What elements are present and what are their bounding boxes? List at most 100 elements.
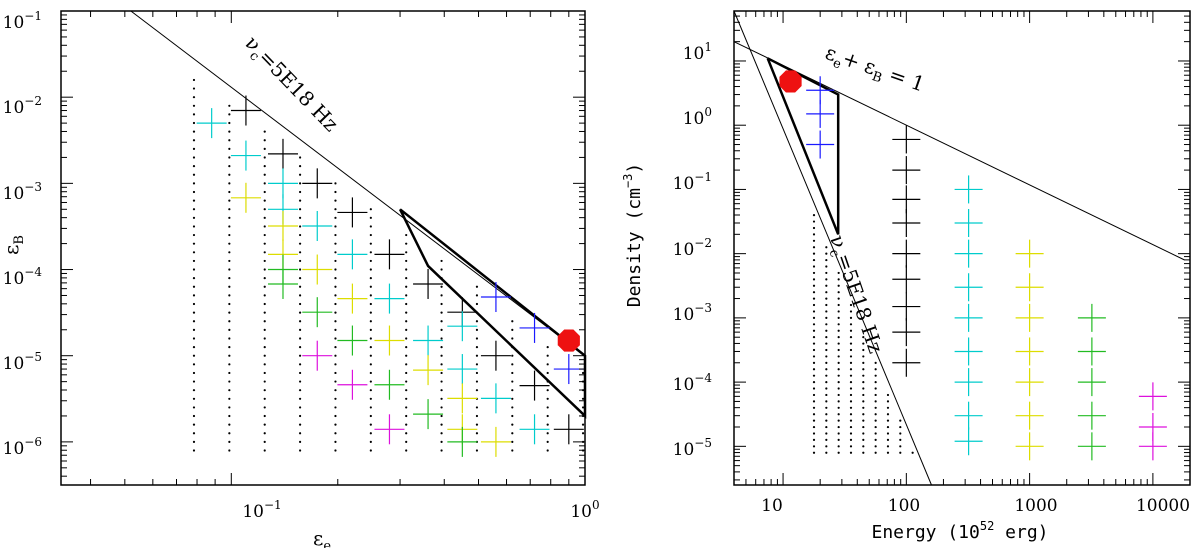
right-ytick-label: 101 [683, 40, 712, 64]
sample-dot [886, 438, 890, 442]
sample-dot [812, 323, 816, 326]
sample-dot [192, 320, 196, 323]
sample-dot [228, 440, 231, 443]
sample-dot [825, 368, 828, 371]
sample-dot [812, 316, 816, 319]
left-ytick-label: 10−6 [3, 435, 42, 459]
sample-dot [298, 380, 302, 383]
sample-dot [440, 363, 443, 366]
sample-dot [263, 320, 266, 323]
sample-dot [334, 294, 337, 297]
sample-dot [511, 363, 514, 366]
sample-dot [825, 265, 828, 268]
sample-dot [369, 440, 372, 443]
sample-dot [228, 113, 231, 116]
sample-dot [862, 393, 865, 397]
sample-dot [228, 414, 231, 418]
sample-dot [298, 371, 302, 375]
sample-dot [825, 393, 828, 397]
sample-dot [837, 297, 840, 300]
sample-dot [369, 397, 372, 400]
sample-dot [440, 345, 443, 349]
sample-dot [369, 311, 372, 314]
sample-dot [440, 285, 443, 288]
sample-dot [812, 432, 816, 435]
sample-dot [511, 337, 514, 340]
sample-dot [546, 345, 549, 349]
sample-dot [812, 310, 816, 313]
sample-dot [334, 225, 337, 228]
sample-dot [837, 278, 840, 281]
sample-dot [298, 216, 302, 219]
sample-dot [862, 361, 865, 364]
sample-dot [405, 380, 408, 383]
sample-dot [475, 371, 479, 375]
sample-dot [334, 397, 337, 400]
right-ytick-label: 10−5 [673, 436, 712, 460]
sample-dot [228, 294, 231, 297]
sample-dot [899, 425, 902, 429]
sample-dot [825, 400, 828, 403]
sample-dot [263, 233, 266, 237]
sample-dot [334, 311, 337, 314]
sample-dot [475, 380, 479, 383]
sample-dot [192, 285, 196, 288]
sample-dot [192, 208, 196, 211]
sample-dot [511, 380, 514, 383]
sample-dot [475, 354, 479, 357]
sample-dot [405, 345, 408, 349]
sample-dot [263, 199, 266, 202]
sample-dot [511, 406, 514, 409]
sample-dot [263, 173, 266, 176]
sample-dot [298, 285, 302, 288]
sample-dot [192, 371, 196, 375]
sample-dot [192, 397, 196, 400]
sample-dot [837, 284, 840, 287]
sample-dot [581, 371, 585, 375]
sample-dot [298, 337, 302, 340]
sample-dot [862, 368, 865, 371]
sample-dot [849, 406, 853, 409]
sample-dot [369, 354, 372, 357]
sample-dot [192, 414, 196, 418]
sample-dot [849, 400, 853, 403]
sample-dot [228, 277, 231, 280]
sample-dot [369, 363, 372, 366]
sample-dot [812, 438, 816, 442]
sample-dot [192, 78, 196, 82]
sample-dot [334, 302, 337, 306]
sample-dot [812, 233, 816, 236]
sample-dot [440, 328, 443, 331]
sample-dot [192, 328, 196, 331]
sample-dot [334, 389, 337, 392]
sample-dot [825, 258, 828, 262]
sample-dot [812, 297, 816, 300]
sample-dot [825, 297, 828, 300]
sample-dot [812, 387, 816, 390]
sample-dot [334, 208, 337, 211]
sample-dot [849, 303, 853, 307]
sample-dot [405, 414, 408, 418]
sample-dot [812, 419, 816, 422]
sample-dot [369, 268, 372, 271]
sample-dot [825, 284, 828, 287]
sample-dot [192, 165, 196, 168]
sample-dot [837, 374, 840, 377]
sample-dot [192, 233, 196, 237]
sample-dot [812, 425, 816, 429]
sample-dot [405, 354, 408, 357]
sample-dot [405, 440, 408, 443]
sample-dot [369, 432, 372, 435]
reference-line [130, 10, 586, 357]
sample-dot [298, 233, 302, 237]
sample-dot [369, 251, 372, 254]
sample-dot [440, 371, 443, 375]
sample-dot [369, 371, 372, 375]
sample-dot [837, 271, 840, 275]
sample-dot [440, 354, 443, 357]
sample-dot [475, 432, 479, 435]
sample-dot [228, 173, 231, 176]
sample-dot [228, 104, 231, 107]
sample-dot [812, 252, 816, 255]
